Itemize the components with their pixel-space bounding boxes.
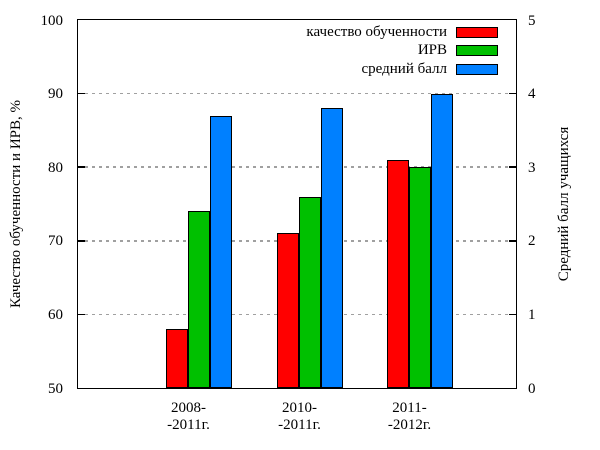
bar bbox=[299, 197, 321, 388]
bar bbox=[431, 94, 453, 388]
legend-row: качество обученности bbox=[306, 23, 498, 42]
legend-swatch bbox=[456, 45, 498, 57]
x-category-label: 2008- -2011г. bbox=[167, 400, 210, 433]
y2-tick-label: 0 bbox=[528, 380, 536, 397]
bar bbox=[409, 167, 431, 388]
y-tick-label: 70 bbox=[48, 233, 63, 250]
axis-tick-right bbox=[509, 240, 516, 242]
y-tick-label: 100 bbox=[40, 12, 64, 29]
y-axis-label: Качество обученности и ИРВ, % bbox=[8, 100, 24, 309]
axis-tick-right bbox=[509, 313, 516, 316]
y-tick-label: 80 bbox=[48, 159, 63, 176]
bar bbox=[188, 211, 210, 388]
legend-swatch bbox=[456, 26, 498, 38]
axis-tick-left bbox=[78, 313, 85, 316]
axis-tick-right bbox=[509, 92, 516, 95]
y2-tick-label: 2 bbox=[528, 233, 536, 250]
y-tick-label: 90 bbox=[48, 86, 63, 103]
y-tick-label: 50 bbox=[48, 380, 63, 397]
bar bbox=[166, 329, 188, 388]
bar bbox=[210, 116, 232, 388]
legend-row: средний балл bbox=[362, 60, 498, 79]
bar bbox=[387, 160, 409, 388]
legend-swatch bbox=[456, 63, 498, 75]
bar bbox=[321, 108, 343, 388]
axis-tick-left bbox=[78, 166, 85, 168]
axis-tick-left bbox=[78, 240, 85, 242]
axis-tick-left bbox=[78, 92, 85, 95]
legend-row: ИРВ bbox=[418, 42, 498, 61]
legend-label: средний балл bbox=[361, 60, 447, 77]
y-tick-label: 60 bbox=[48, 306, 63, 323]
plot-area bbox=[77, 19, 517, 389]
y2-axis-label: Средний балл учащихся bbox=[556, 126, 572, 282]
x-category-label: 2010- -2011г. bbox=[278, 400, 321, 433]
x-category-label: 2011- -2012г. bbox=[387, 400, 432, 433]
bar bbox=[277, 233, 299, 388]
legend: качество обученности ИРВ средний балл bbox=[306, 23, 498, 79]
y2-tick-label: 1 bbox=[528, 306, 536, 323]
axis-tick-right bbox=[509, 166, 516, 168]
y2-tick-label: 5 bbox=[528, 12, 536, 29]
legend-label: ИРВ bbox=[417, 42, 447, 59]
legend-label: качество обученности bbox=[306, 23, 447, 40]
gridline bbox=[78, 92, 516, 95]
gridline bbox=[78, 166, 516, 168]
y2-tick-label: 4 bbox=[528, 86, 536, 103]
y2-tick-label: 3 bbox=[528, 159, 536, 176]
